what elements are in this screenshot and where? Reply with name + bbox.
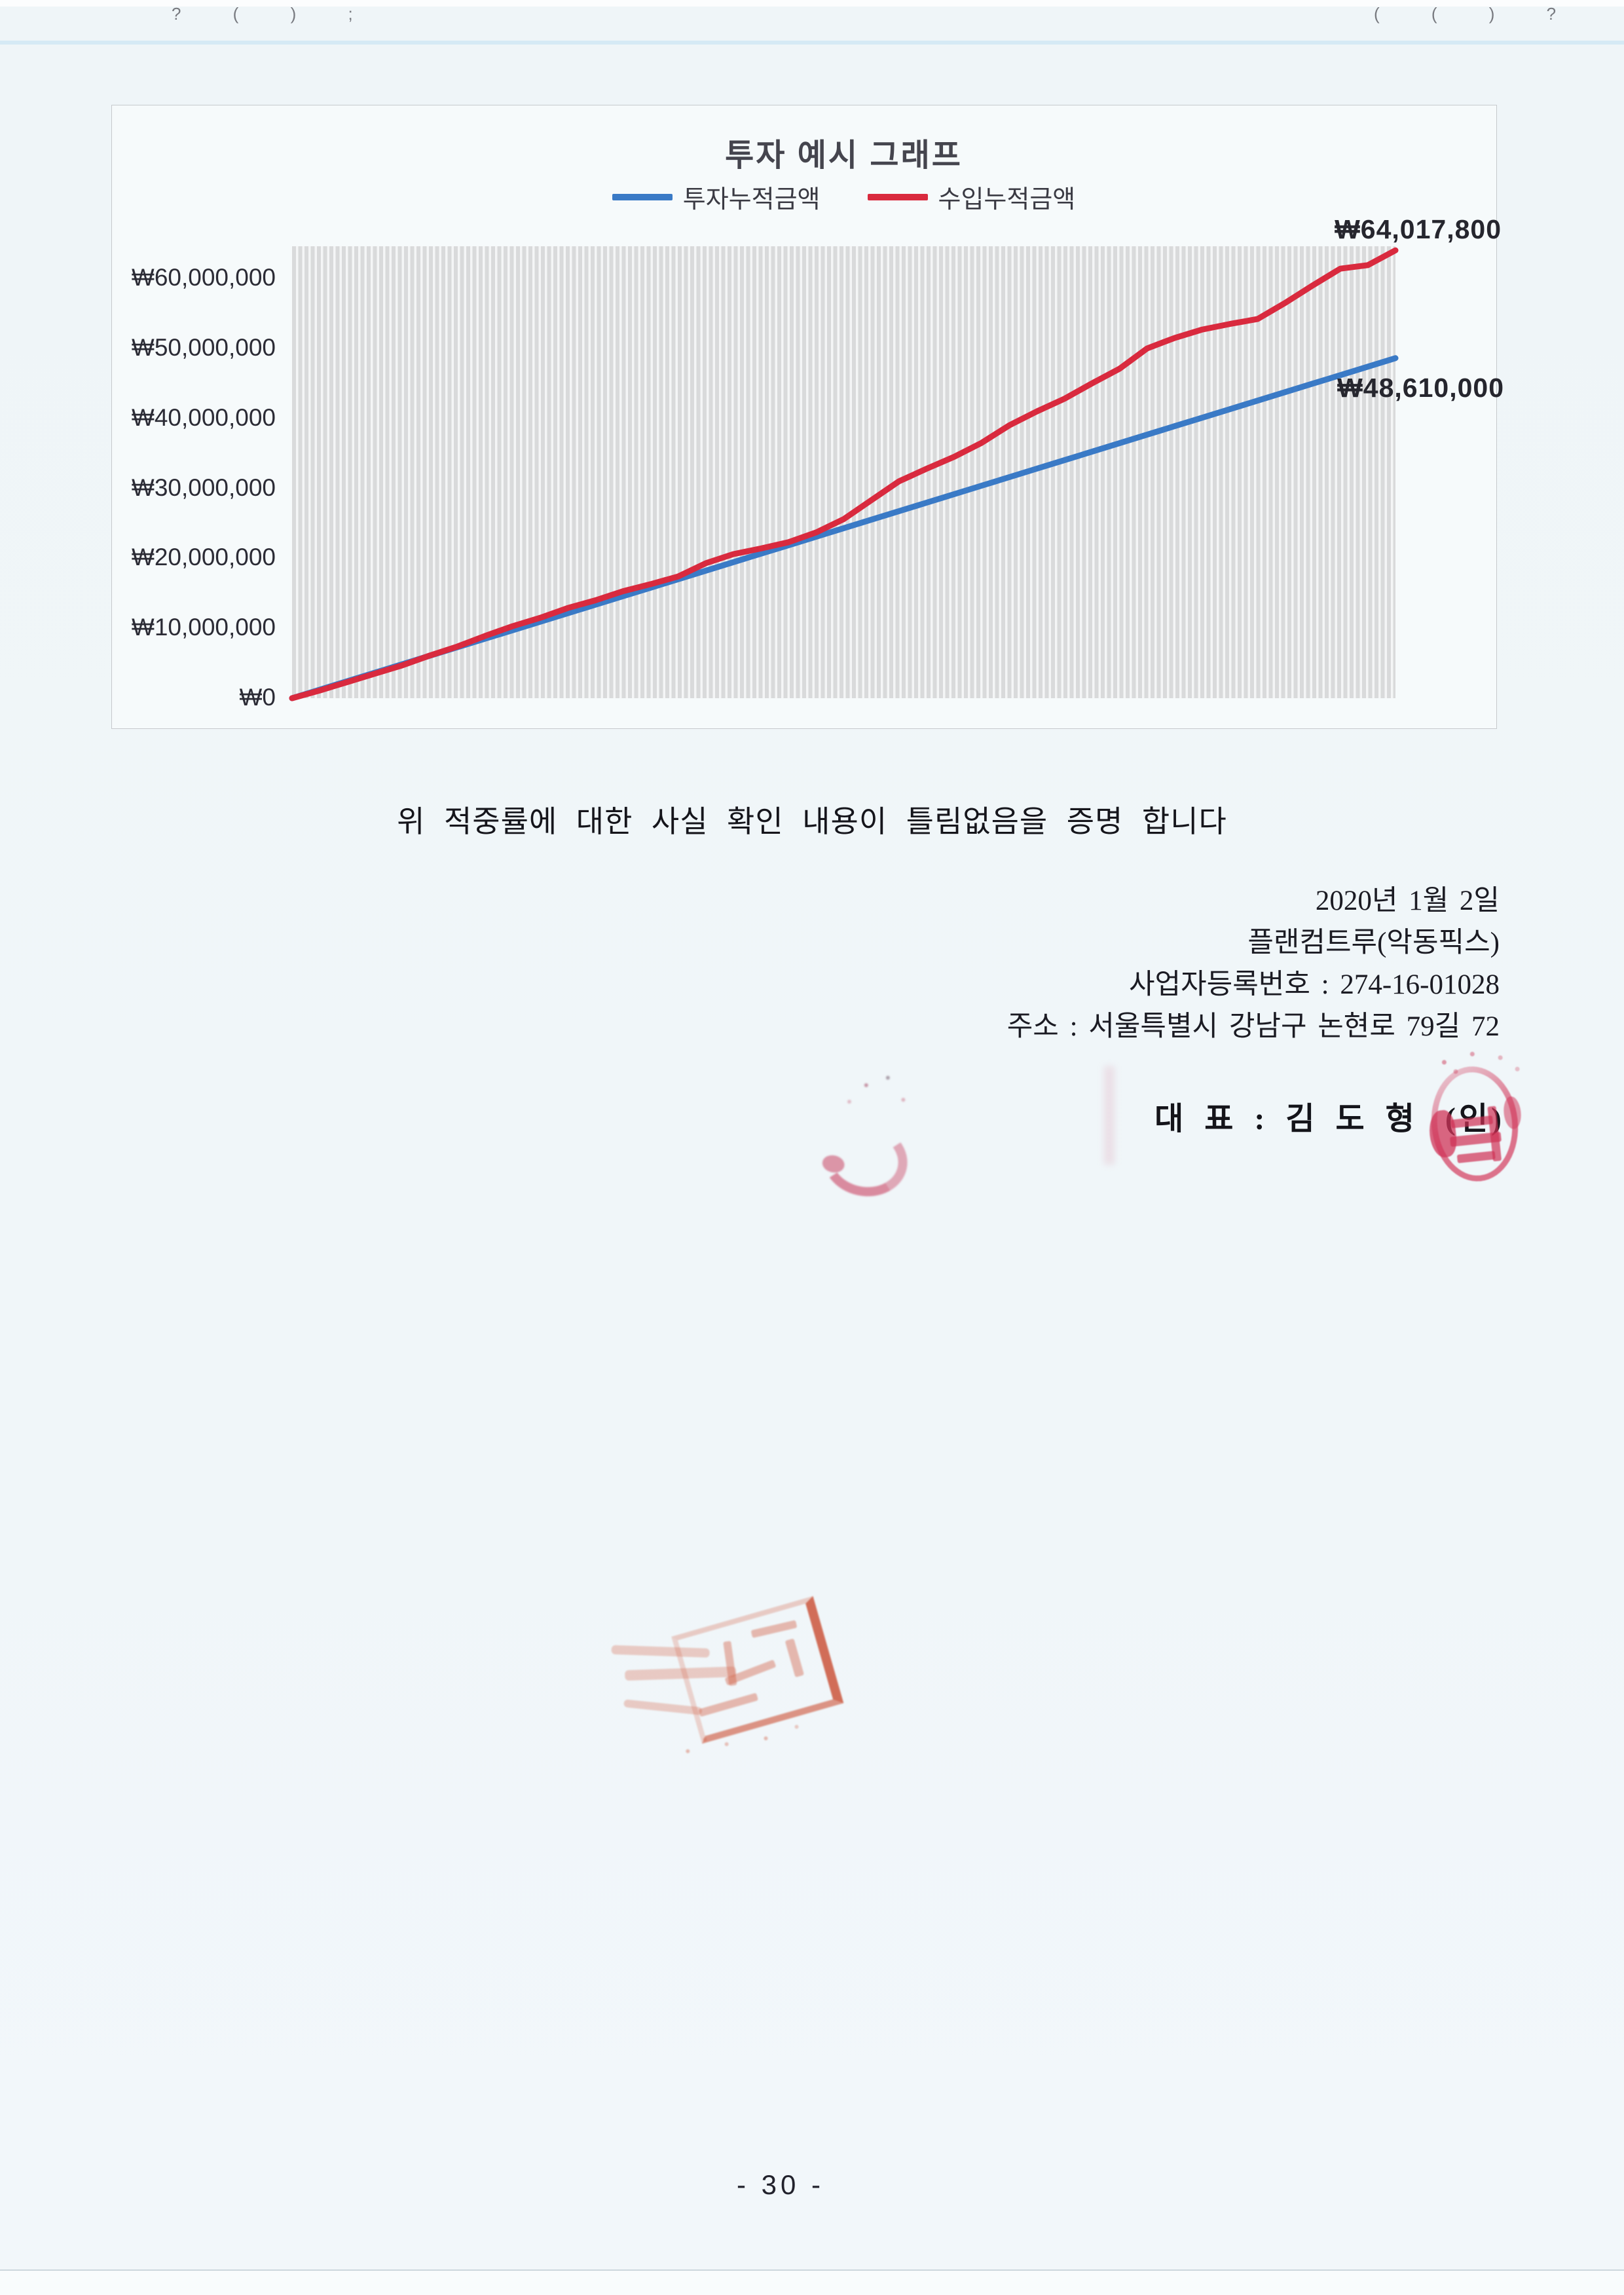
faded-stamp-blot — [815, 1083, 915, 1204]
scan-artifact-marks-right: ( ( ) ? — [1374, 4, 1580, 24]
seal-ink-speckles — [1441, 1060, 1447, 1065]
closing-registration-number: 사업자등록번호 : 274-16-01028 — [1128, 969, 1500, 1000]
scan-edge-bottom — [0, 2271, 1624, 2295]
ink-smudge-streak — [1104, 1066, 1115, 1165]
chart-canvas — [289, 247, 1399, 701]
legend-item-income: 수입누적금액 — [867, 179, 1076, 215]
y-axis-tick-label: ₩60,000,000 — [131, 264, 276, 291]
company-seal-speckles — [685, 1749, 691, 1754]
y-axis-tick-label: ₩40,000,000 — [131, 403, 276, 431]
investment-chart-panel: 투자 예시 그래프 투자누적금액 수입누적금액 ₩60,000,000 ₩50,0… — [111, 105, 1504, 729]
y-axis-tick-label: ₩20,000,000 — [131, 544, 276, 571]
legend-label-investment: 투자누적금액 — [682, 186, 821, 214]
legend-item-investment: 투자누적금액 — [612, 179, 821, 215]
y-axis-tick-label: ₩0 — [239, 684, 276, 711]
closing-block: 2020년 1월 2일 플랜컴트루(악동픽스) 사업자등록번호 : 274-16… — [1007, 880, 1500, 1048]
scan-artifact-streak — [0, 41, 1624, 45]
y-axis-tick-label: ₩10,000,000 — [131, 614, 276, 641]
closing-date: 2020년 1월 2일 — [1315, 886, 1500, 916]
legend-line-swatch-blue — [612, 193, 673, 200]
certification-statement: 위 적중률에 대한 사실 확인 내용이 틀림없음을 증명 합니다 — [397, 805, 1227, 838]
data-label-income-final: ₩64,017,800 — [1335, 214, 1502, 244]
personal-seal-stamp — [1426, 1060, 1524, 1186]
legend-label-income: 수입누적금액 — [938, 186, 1076, 214]
legend-line-swatch-red — [867, 193, 928, 200]
y-axis-tick-label: ₩50,000,000 — [131, 333, 276, 361]
company-seal-stamp — [607, 1583, 860, 1800]
scan-edge-top — [0, 0, 1624, 7]
y-axis-tick-label: ₩30,000,000 — [131, 474, 276, 501]
data-label-investment-final: ₩48,610,000 — [1337, 373, 1504, 403]
chart-title: 투자 예시 그래프 — [725, 138, 963, 173]
series-line-income — [289, 247, 1399, 701]
representative-name: 대 표 : 김 도 형 — [1154, 1102, 1418, 1136]
closing-address: 주소 : 서울특별시 강남구 논현로 79길 72 — [1006, 1011, 1500, 1042]
stamp-blot-speckles — [864, 1083, 869, 1088]
scan-edge-line — [0, 2269, 1624, 2271]
closing-company: 플랜컴트루(악동픽스) — [1247, 927, 1500, 958]
scan-artifact-marks-left: ? ( ) ; — [172, 4, 377, 24]
chart-legend: 투자누적금액 수입누적금액 — [292, 179, 1395, 215]
page-number: - 30 - — [736, 2169, 825, 2200]
plot-area — [289, 246, 1399, 701]
